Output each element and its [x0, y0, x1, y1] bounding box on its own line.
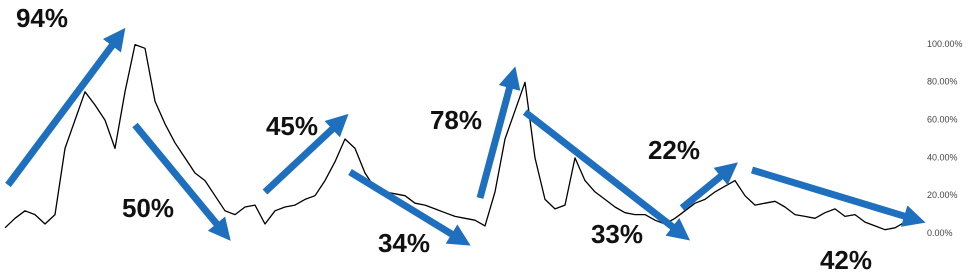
- annotation: 22%: [648, 135, 700, 165]
- arrow: [522, 109, 691, 241]
- arrow: [476, 66, 521, 199]
- y-tick-label: 40.00%: [927, 152, 958, 162]
- annotation: 45%: [266, 111, 318, 141]
- arrow: [750, 166, 926, 227]
- annotation: 33%: [591, 219, 643, 249]
- arrow: [348, 169, 471, 246]
- annotation: 94%: [16, 3, 68, 33]
- annotation: 78%: [430, 105, 482, 135]
- arrow: [262, 113, 349, 195]
- y-tick-label: 100.00%: [927, 39, 963, 49]
- y-tick-label: 0.00%: [927, 228, 953, 238]
- annotation: 42%: [820, 245, 872, 275]
- arrow: [132, 122, 231, 241]
- y-tick-label: 80.00%: [927, 77, 958, 87]
- annotation: 34%: [378, 228, 430, 258]
- arrow: [679, 162, 738, 211]
- annotation: 50%: [122, 193, 174, 223]
- line: [4, 43, 906, 231]
- arrows: [5, 27, 926, 246]
- arrow: [5, 27, 126, 188]
- y-tick-label: 20.00%: [927, 190, 958, 200]
- y-tick-label: 60.00%: [927, 114, 958, 124]
